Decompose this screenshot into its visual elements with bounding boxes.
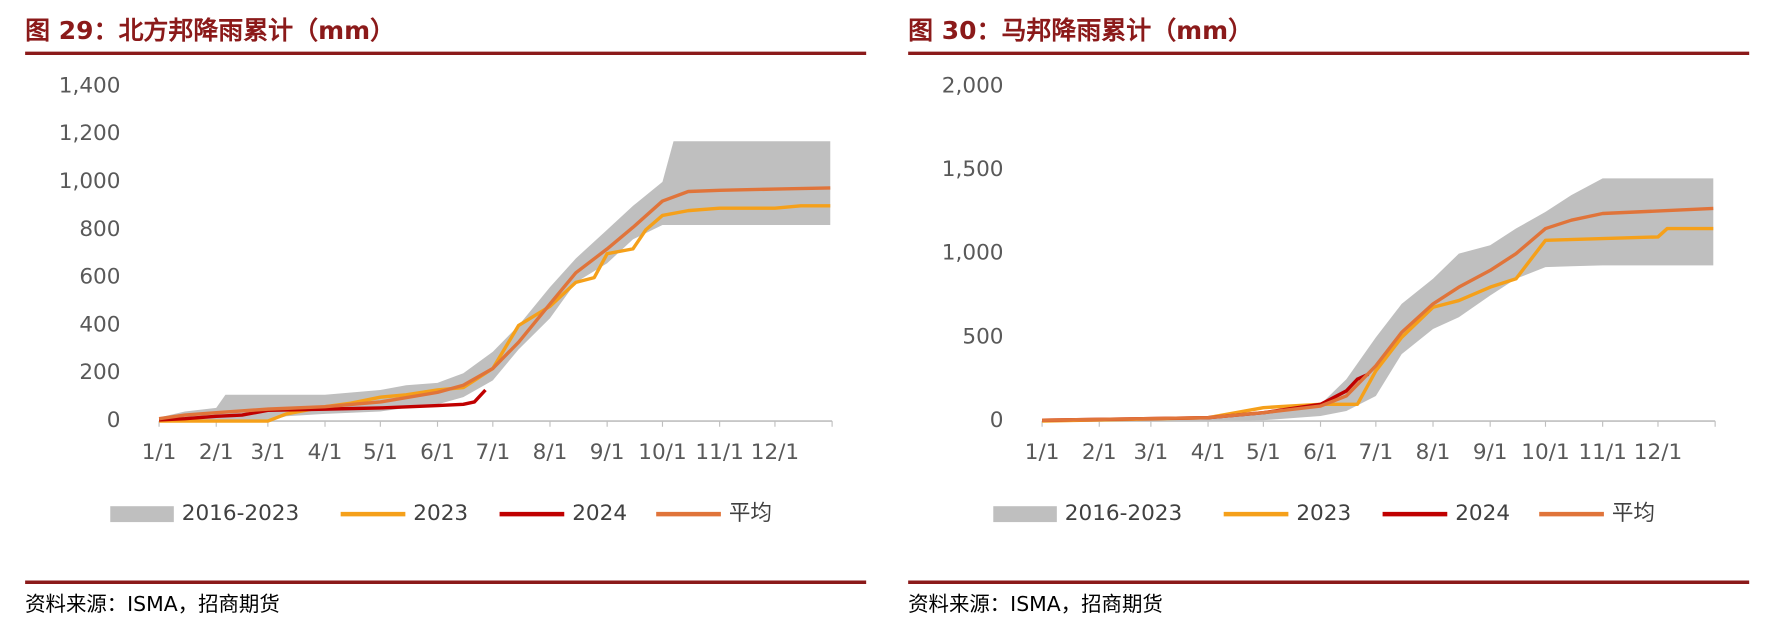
x-tick-label: 10/1 xyxy=(638,440,686,465)
x-tick-label: 2/1 xyxy=(1082,440,1117,465)
x-tick-label: 5/1 xyxy=(1246,440,1281,465)
x-tick-label: 11/1 xyxy=(695,440,743,465)
x-tick-label: 7/1 xyxy=(475,440,510,465)
y-tick-label: 800 xyxy=(79,217,120,242)
x-tick-label: 6/1 xyxy=(1303,440,1338,465)
source-note: 资料来源：ISMA，招商期货 xyxy=(908,592,1163,616)
y-tick-label: 1,000 xyxy=(942,241,1004,266)
series-line xyxy=(1042,206,1714,422)
y-tick-label: 0 xyxy=(990,408,1004,433)
x-tick-label: 4/1 xyxy=(1191,440,1226,465)
x-tick-label: 3/1 xyxy=(251,440,286,465)
x-tick-label: 7/1 xyxy=(1359,440,1394,465)
x-tick-label: 11/1 xyxy=(1578,440,1626,465)
x-tick-label: 6/1 xyxy=(420,440,455,465)
legend-swatch xyxy=(110,506,174,523)
x-tick-label: 9/1 xyxy=(1473,440,1508,465)
y-tick-label: 1,400 xyxy=(59,73,121,98)
x-tick-label: 12/1 xyxy=(751,440,799,465)
range-band xyxy=(1042,178,1714,422)
legend-label: 平均 xyxy=(1612,501,1655,526)
legend-label: 平均 xyxy=(729,501,772,526)
x-tick-label: 10/1 xyxy=(1521,440,1569,465)
chart-title: 图 29：北方邦降雨累计（mm） xyxy=(25,16,395,45)
y-tick-label: 2,000 xyxy=(942,73,1004,98)
x-tick-label: 12/1 xyxy=(1634,440,1682,465)
y-tick-label: 0 xyxy=(107,408,121,433)
series-line xyxy=(1042,226,1714,423)
y-tick-label: 600 xyxy=(79,265,120,290)
legend-label: 2024 xyxy=(1455,501,1510,526)
legend-label: 2016-2023 xyxy=(182,501,299,526)
x-tick-label: 3/1 xyxy=(1134,440,1169,465)
range-band xyxy=(159,141,831,422)
y-tick-label: 500 xyxy=(962,324,1003,349)
source-note: 资料来源：ISMA，招商期货 xyxy=(25,592,280,616)
y-tick-label: 200 xyxy=(79,360,120,385)
x-tick-label: 4/1 xyxy=(308,440,343,465)
legend-label: 2024 xyxy=(572,501,627,526)
x-tick-label: 8/1 xyxy=(533,440,568,465)
chart-title: 图 30：马邦降雨累计（mm） xyxy=(908,16,1253,45)
x-tick-label: 1/1 xyxy=(142,440,177,465)
x-tick-label: 2/1 xyxy=(199,440,234,465)
legend-label: 2023 xyxy=(1296,501,1351,526)
legend-label: 2016-2023 xyxy=(1065,501,1182,526)
legend-swatch xyxy=(993,506,1057,523)
y-tick-label: 400 xyxy=(79,312,120,337)
x-tick-label: 9/1 xyxy=(590,440,625,465)
series-line xyxy=(159,204,831,423)
y-tick-label: 1,500 xyxy=(942,157,1004,182)
series-line xyxy=(158,388,487,422)
x-tick-label: 5/1 xyxy=(363,440,398,465)
series-line xyxy=(158,186,831,421)
x-tick-label: 8/1 xyxy=(1416,440,1451,465)
x-tick-label: 1/1 xyxy=(1025,440,1060,465)
legend-label: 2023 xyxy=(413,501,468,526)
y-tick-label: 1,000 xyxy=(59,169,121,194)
y-tick-label: 1,200 xyxy=(59,121,121,146)
